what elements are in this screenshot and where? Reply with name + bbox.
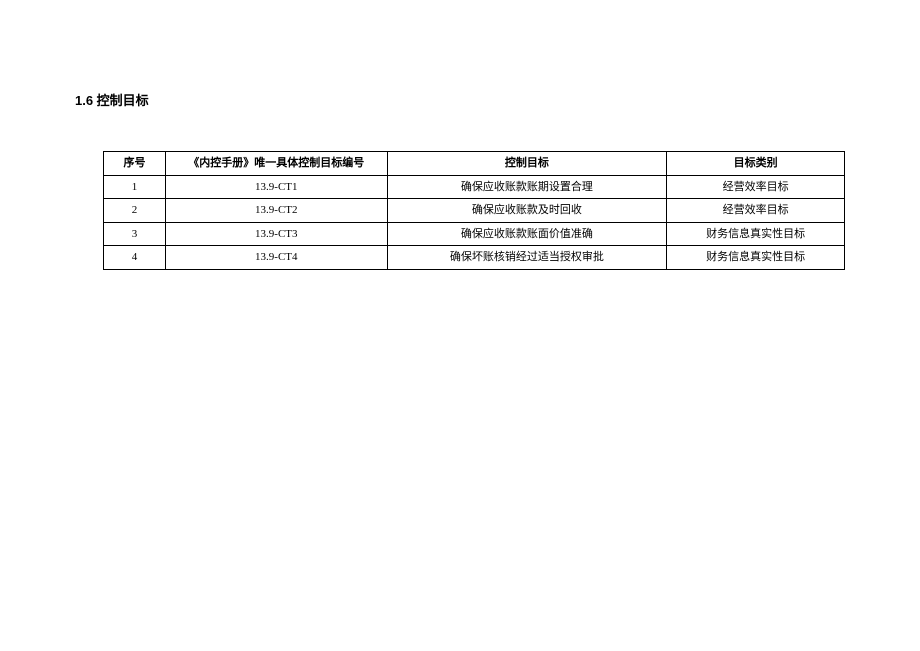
table-row: 1 13.9-CT1 确保应收账款账期设置合理 经营效率目标 xyxy=(104,175,845,199)
control-target-table: 序号 《内控手册》唯一具体控制目标编号 控制目标 目标类别 1 13.9-CT1… xyxy=(103,151,845,270)
table-cell-target: 确保坏账核销经过适当授权审批 xyxy=(387,246,667,270)
table-cell-seq: 1 xyxy=(104,175,166,199)
table-cell-seq: 2 xyxy=(104,199,166,223)
table-cell-category: 财务信息真实性目标 xyxy=(667,246,845,270)
table-cell-category: 经营效率目标 xyxy=(667,199,845,223)
table-row: 4 13.9-CT4 确保坏账核销经过适当授权审批 财务信息真实性目标 xyxy=(104,246,845,270)
table-cell-seq: 3 xyxy=(104,222,166,246)
table-header-row: 序号 《内控手册》唯一具体控制目标编号 控制目标 目标类别 xyxy=(104,152,845,176)
table-cell-target: 确保应收账款账面价值准确 xyxy=(387,222,667,246)
table-cell-code: 13.9-CT2 xyxy=(165,199,387,223)
table-row: 3 13.9-CT3 确保应收账款账面价值准确 财务信息真实性目标 xyxy=(104,222,845,246)
table-row: 2 13.9-CT2 确保应收账款及时回收 经营效率目标 xyxy=(104,199,845,223)
table-header-seq: 序号 xyxy=(104,152,166,176)
table-cell-target: 确保应收账款及时回收 xyxy=(387,199,667,223)
table-cell-code: 13.9-CT3 xyxy=(165,222,387,246)
section-title: 1.6 控制目标 xyxy=(75,90,845,109)
table-cell-code: 13.9-CT4 xyxy=(165,246,387,270)
table-cell-category: 财务信息真实性目标 xyxy=(667,222,845,246)
table-cell-category: 经营效率目标 xyxy=(667,175,845,199)
table-cell-code: 13.9-CT1 xyxy=(165,175,387,199)
table-cell-seq: 4 xyxy=(104,246,166,270)
table-header-code: 《内控手册》唯一具体控制目标编号 xyxy=(165,152,387,176)
table-wrapper: 序号 《内控手册》唯一具体控制目标编号 控制目标 目标类别 1 13.9-CT1… xyxy=(75,151,845,270)
table-header-category: 目标类别 xyxy=(667,152,845,176)
table-cell-target: 确保应收账款账期设置合理 xyxy=(387,175,667,199)
table-header-target: 控制目标 xyxy=(387,152,667,176)
